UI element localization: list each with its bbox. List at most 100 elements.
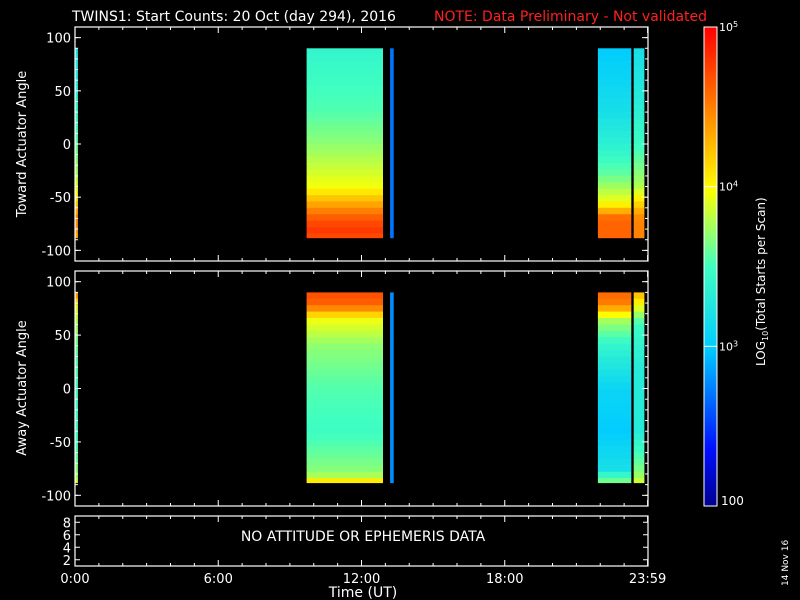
away-heat-cell: [633, 407, 645, 415]
toward-heat-cell: [390, 92, 394, 100]
toward-heat-cell: [390, 150, 394, 158]
toward-heat-cell: [306, 112, 383, 120]
toward-heat-cell: [633, 67, 645, 75]
toward-heat-cell: [390, 195, 394, 203]
toward-heat-cell: [75, 195, 78, 203]
away-heat-cell: [306, 427, 383, 434]
toward-heat-cell: [75, 163, 78, 171]
away-heat-cell: [390, 356, 394, 364]
away-heat-cell: [597, 414, 632, 422]
toward-heat-cell: [75, 118, 78, 126]
away-heat-cell: [597, 311, 632, 319]
toward-heat-cell: [306, 54, 383, 62]
toward-segment: [75, 48, 78, 239]
toward-heat-cell: [597, 92, 632, 100]
toward-heat-cell: [597, 54, 632, 62]
toward-heat-cell: [75, 61, 78, 68]
toward-heat-cell: [633, 99, 645, 107]
toward-heat-cell: [75, 201, 78, 209]
toward-heat-cell: [306, 156, 383, 164]
away-heat-cell: [597, 407, 632, 415]
toward-heat-cell: [633, 188, 645, 196]
toward-heat-cell: [306, 73, 383, 81]
away-heat-cell: [75, 356, 78, 364]
away-heat-cell: [306, 478, 383, 484]
away-heat-cell: [597, 375, 632, 383]
away-heat-cell: [633, 427, 645, 434]
away-heat-cell: [633, 414, 645, 422]
away-heat-cell: [390, 401, 394, 409]
toward-heat-cell: [633, 233, 645, 239]
away-heat-cell: [75, 330, 78, 338]
toward-heat-cell: [75, 175, 78, 183]
toward-heat-cell: [390, 182, 394, 190]
away-heat-cell: [75, 292, 78, 300]
xaxis-label: Time (UT): [328, 585, 397, 600]
toward-heat-cell: [75, 131, 78, 139]
away-heat-cell: [633, 356, 645, 364]
toward-heat-cell: [75, 67, 78, 75]
away-heat-cell: [75, 452, 78, 460]
colorbar-min-label: 100: [721, 494, 744, 508]
toward-yaxis: 100 50 0 -50 -100: [41, 32, 648, 259]
toward-heat-cell: [597, 67, 632, 75]
toward-heat-cell: [633, 169, 645, 177]
toward-heat-cell: [390, 118, 394, 126]
toward-heat-cell: [75, 207, 78, 215]
away-heatmap: [75, 292, 645, 484]
toward-heat-cell: [306, 92, 383, 100]
toward-heat-cell: [633, 163, 645, 171]
toward-heat-cell: [633, 207, 645, 215]
toward-heat-cell: [306, 175, 383, 183]
away-segment: [75, 292, 78, 484]
away-heat-cell: [390, 298, 394, 306]
toward-heat-cell: [75, 80, 78, 88]
away-heat-cell: [597, 292, 632, 300]
away-heat-cell: [597, 446, 632, 454]
away-heat-cell: [75, 318, 78, 325]
away-heat-cell: [597, 471, 632, 479]
toward-heat-cell: [306, 169, 383, 177]
away-panel: 100 50 0 -50 -100 Away Actuator Angle: [15, 270, 649, 507]
toward-heat-cell: [597, 220, 632, 228]
away-heat-cell: [633, 362, 645, 370]
toward-heat-cell: [306, 86, 383, 94]
toward-heat-cell: [633, 86, 645, 94]
away-heat-cell: [390, 375, 394, 383]
away-heat-cell: [390, 292, 394, 300]
toward-heat-cell: [75, 54, 78, 62]
toward-heat-cell: [597, 195, 632, 203]
away-heat-cell: [633, 471, 645, 479]
toward-heat-cell: [306, 99, 383, 107]
colorbar-ticks: 103 104 105: [704, 20, 738, 353]
away-heat-cell: [390, 452, 394, 460]
away-heat-cell: [75, 439, 78, 447]
toward-heat-cell: [75, 105, 78, 113]
toward-heat-cell: [597, 99, 632, 107]
toward-heat-cell: [597, 73, 632, 81]
away-heat-cell: [75, 375, 78, 383]
away-heat-cell: [390, 343, 394, 351]
away-heat-cell: [75, 459, 78, 466]
away-heat-cell: [633, 394, 645, 402]
away-heat-cell: [633, 343, 645, 351]
away-heat-cell: [597, 382, 632, 390]
away-heat-cell: [75, 401, 78, 409]
away-heat-cell: [75, 465, 78, 473]
toward-heat-cell: [390, 156, 394, 164]
away-heat-cell: [390, 324, 394, 332]
away-heat-cell: [306, 337, 383, 345]
away-heat-cell: [390, 446, 394, 454]
toward-heat-cell: [390, 80, 394, 88]
toward-heat-cell: [390, 54, 394, 62]
away-heat-cell: [633, 305, 645, 313]
toward-heat-cell: [306, 48, 383, 56]
xtick-label: 12:00: [343, 572, 380, 587]
toward-heat-cell: [75, 214, 78, 222]
toward-heat-cell: [633, 131, 645, 139]
away-ytick-label: 50: [54, 329, 71, 344]
toward-panel: 100 50 0 -50 -100 Toward Actuator Angle: [15, 26, 649, 262]
toward-heat-cell: [597, 188, 632, 196]
toward-heat-cell: [75, 188, 78, 196]
